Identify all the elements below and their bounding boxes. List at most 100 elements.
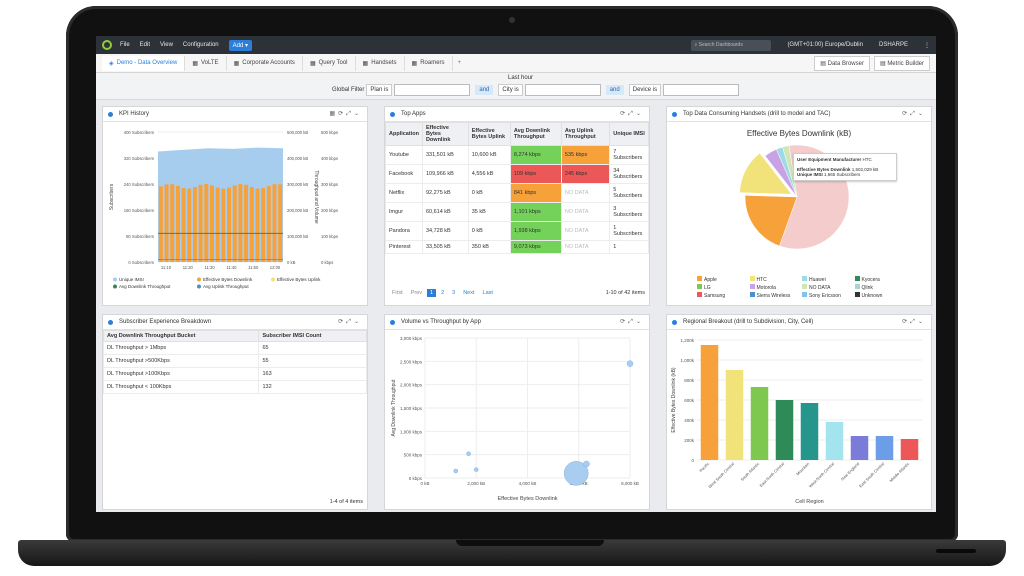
legend-item[interactable]: HTC <box>749 276 803 283</box>
downlink-bar[interactable] <box>187 188 192 262</box>
bar[interactable] <box>900 439 919 460</box>
app-logo-icon[interactable] <box>102 40 112 50</box>
downlink-bar[interactable] <box>175 186 180 262</box>
pager-prev[interactable]: Prev <box>410 290 423 296</box>
bar[interactable] <box>825 422 844 460</box>
bar[interactable] <box>875 436 894 460</box>
downlink-bar[interactable] <box>244 184 249 262</box>
pager-next[interactable]: Next <box>463 290 475 296</box>
legend-item[interactable]: Apple <box>697 276 750 283</box>
panel-tools-icon[interactable]: ⟳⤢⌄ <box>902 319 926 325</box>
table-row[interactable]: Pandora 34,728 kB 0 kB 1,938 kbps NO DATA 1 S… <box>385 221 649 241</box>
legend-item[interactable]: NO DATA <box>802 284 855 291</box>
column-header[interactable]: Effective Bytes Downlink <box>421 122 469 146</box>
downlink-bar[interactable] <box>272 184 277 262</box>
downlink-bar[interactable] <box>261 188 266 262</box>
downlink-bar[interactable] <box>249 187 254 262</box>
legend-label[interactable]: Effective Bytes Downlink <box>203 277 253 282</box>
pager-first[interactable]: First <box>392 290 403 296</box>
scatter-point[interactable] <box>583 460 590 468</box>
bar[interactable] <box>750 387 769 460</box>
metric-builder-button[interactable]: ▤ Metric Builder <box>873 55 930 71</box>
legend-item[interactable]: Unknown <box>854 292 908 299</box>
table-row[interactable]: Facebook 109,966 kB 4,556 kB 109 kbps 245 kb… <box>385 164 649 184</box>
downlink-bar[interactable] <box>238 184 243 262</box>
downlink-bar[interactable] <box>209 185 214 262</box>
pie-slice[interactable] <box>782 145 798 198</box>
scatter-point[interactable] <box>563 461 589 486</box>
table-row[interactable]: Youtube 331,501 kB 10,600 kB 8,274 kbps 535 … <box>385 145 649 165</box>
time-range[interactable]: Last hour <box>508 75 534 81</box>
device-filter-input[interactable] <box>663 84 740 96</box>
data-browser-button[interactable]: ▤ Data Browser <box>814 55 870 71</box>
menu-file[interactable]: File <box>120 42 130 48</box>
table-row[interactable]: Pinterest 33,505 kB 350 kB 9,073 kbps NO DAT… <box>385 240 649 254</box>
scatter-point[interactable] <box>474 467 479 472</box>
pager-page-2[interactable]: 2 <box>441 290 445 296</box>
panel-tools-icon[interactable]: ▦⟳⤢⌄ <box>329 111 362 117</box>
scatter-point[interactable] <box>626 360 634 367</box>
downlink-bar[interactable] <box>227 187 232 262</box>
table-row[interactable]: Netflix 92,275 kB 0 kB 841 kbps NO DATA 5 Sub… <box>385 183 649 203</box>
scatter-point[interactable] <box>453 468 458 474</box>
panel-tools-icon[interactable]: ⟳⤢⌄ <box>620 111 644 117</box>
downlink-bar[interactable] <box>266 185 271 262</box>
downlink-bar[interactable] <box>170 184 175 262</box>
legend-item[interactable]: Samsung <box>697 292 750 299</box>
panel-tools-icon[interactable]: ⟳⤢⌄ <box>620 319 644 325</box>
tab-handsets[interactable]: ▦ Handsets <box>356 55 405 71</box>
bar[interactable] <box>850 436 869 460</box>
legend-label[interactable]: Avg Uplink Throughput <box>203 284 249 289</box>
downlink-bar[interactable] <box>181 188 186 262</box>
downlink-bar[interactable] <box>204 184 209 262</box>
column-header[interactable]: Avg Uplink Throughput <box>560 122 611 146</box>
bar[interactable] <box>775 400 794 460</box>
downlink-bar[interactable] <box>198 184 203 262</box>
legend-label[interactable]: Unique IMSI <box>119 277 144 282</box>
table-row[interactable]: DL Throughput >100Kbps 163 <box>102 367 367 381</box>
table-row[interactable]: DL Throughput < 100Kbps 132 <box>102 380 367 394</box>
downlink-bar[interactable] <box>192 186 197 262</box>
bar[interactable] <box>700 345 719 460</box>
tab-query-tool[interactable]: ▦ Query Tool <box>303 55 356 71</box>
tab-roamers[interactable]: ▦ Roamers <box>405 55 453 71</box>
scatter-point[interactable] <box>466 451 471 456</box>
user-name[interactable]: DSHARPE <box>878 42 908 48</box>
and-operator[interactable]: and <box>475 85 494 95</box>
add-button[interactable]: Add ▾ <box>228 39 252 51</box>
downlink-bar[interactable] <box>215 187 220 262</box>
panel-tools-icon[interactable]: ⟳⤢⌄ <box>902 111 926 117</box>
more-icon[interactable]: ⋮ <box>924 42 930 49</box>
legend-item[interactable]: LG <box>697 284 750 291</box>
downlink-bar[interactable] <box>255 188 260 262</box>
tab-demo-data-overview[interactable]: ◈ Demo - Data Overview <box>102 55 186 71</box>
downlink-bar[interactable] <box>158 186 163 262</box>
column-header[interactable]: Effective Bytes Uplink <box>467 122 511 146</box>
legend-item[interactable]: Qlink <box>854 284 908 291</box>
column-header[interactable]: Subscriber IMSI Count <box>258 330 367 342</box>
menu-configuration[interactable]: Configuration <box>182 42 219 48</box>
legend-label[interactable]: Avg Downlink Throughput <box>119 284 171 289</box>
tab-corporate-accounts[interactable]: ▦ Corporate Accounts <box>227 55 303 71</box>
and-operator[interactable]: and <box>605 85 624 95</box>
downlink-bar[interactable] <box>278 184 283 262</box>
table-row[interactable]: DL Throughput > 1Mbps 65 <box>102 341 367 355</box>
legend-item[interactable]: Sony Ericsson <box>802 292 855 299</box>
menu-view[interactable]: View <box>160 42 173 48</box>
legend-label[interactable]: Effective Bytes Uplink <box>277 277 321 282</box>
tab-volte[interactable]: ▦ VoLTE <box>185 55 227 71</box>
column-header[interactable]: Avg Downlink Throughput <box>509 122 562 146</box>
downlink-bar[interactable] <box>221 188 226 262</box>
downlink-bar[interactable] <box>232 185 237 262</box>
search-input[interactable]: ⌕ Search Dashboards <box>691 39 772 51</box>
legend-item[interactable]: Motorola <box>749 284 803 291</box>
menu-edit[interactable]: Edit <box>139 42 151 48</box>
column-header[interactable]: Unique IMSI <box>609 122 649 146</box>
legend-item[interactable]: Huawei <box>802 276 855 283</box>
table-row[interactable]: DL Throughput >500Kbps 55 <box>102 354 367 368</box>
pie-slice[interactable] <box>739 152 793 195</box>
table-row[interactable]: Imgur 60,614 kB 35 kB 1,101 kbps NO DATA 3 Su… <box>385 202 649 222</box>
city-filter-input[interactable] <box>524 84 601 96</box>
column-header[interactable]: Avg Downlink Throughput Bucket <box>102 330 260 342</box>
add-tab-button[interactable]: + <box>457 60 462 66</box>
